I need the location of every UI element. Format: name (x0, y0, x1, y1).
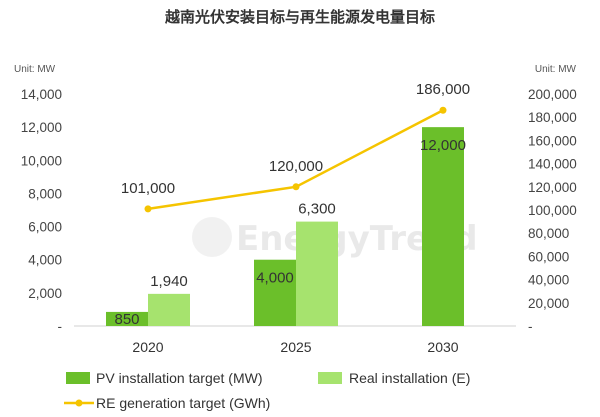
data-label-real-installation: 1,940 (150, 273, 188, 290)
legend-swatch-real-installation (318, 372, 342, 384)
x-axis-tick-label: 2030 (427, 339, 458, 355)
left-axis-tick-label: 12,000 (21, 120, 62, 135)
re-generation-point (292, 183, 300, 191)
right-axis-tick-label: 120,000 (528, 180, 577, 195)
legend-item-real-installation: Real installation (E) (318, 370, 470, 386)
bar-real-installation (148, 293, 190, 326)
legend-item-re-generation: RE generation target (GWh) (64, 395, 270, 411)
bar-pv-target (422, 127, 464, 327)
chart-title: 越南光伏安装目标与再生能源发电量目标 (164, 8, 435, 26)
right-axis-tick-label: 200,000 (528, 87, 577, 102)
x-axis-tick-label: 2020 (132, 339, 163, 355)
data-label-pv-target: 4,000 (256, 270, 294, 287)
data-label-re-generation: 101,000 (121, 180, 175, 197)
bar-pv-target (106, 311, 148, 326)
legend-label-real-installation: Real installation (E) (349, 370, 470, 386)
right-axis-ticks: - 20,000 40,000 60,000 80,000 100,000 120,000 1… (528, 87, 577, 334)
left-axis-tick-label: 4,000 (28, 253, 62, 268)
left-axis-tick-label: 2,000 (28, 286, 62, 301)
right-axis-tick-label: 180,000 (528, 110, 577, 125)
left-axis-tick-label: 14,000 (21, 87, 62, 102)
right-axis-tick-label: 160,000 (528, 133, 577, 148)
legend-item-pv-target: PV installation target (MW) (66, 370, 263, 386)
left-axis-tick-label: 6,000 (28, 220, 62, 235)
right-axis-tick-label: - (528, 319, 533, 334)
re-generation-point (144, 205, 152, 213)
right-axis-tick-label: 100,000 (528, 203, 577, 218)
legend-swatch-pv-target (66, 372, 90, 384)
right-axis-tick-label: 40,000 (528, 273, 569, 288)
right-axis-tick-label: 60,000 (528, 249, 569, 264)
left-axis-tick-label: - (58, 319, 63, 334)
data-label-re-generation: 186,000 (416, 81, 470, 98)
data-label-re-generation: 120,000 (269, 158, 323, 175)
legend: PV installation target (MW) Real install… (64, 370, 470, 411)
right-axis-unit: Unit: MW (535, 64, 577, 75)
legend-label-re-generation: RE generation target (GWh) (96, 395, 270, 411)
left-axis-tick-label: 10,000 (21, 153, 62, 168)
left-axis-unit: Unit: MW (14, 64, 56, 75)
data-label-pv-target: 12,000 (420, 137, 466, 154)
left-axis-tick-label: 8,000 (28, 186, 62, 201)
right-axis-tick-label: 80,000 (528, 226, 569, 241)
data-label-pv-target: 850 (114, 311, 139, 328)
bar-real-installation (296, 221, 338, 326)
bars (106, 127, 464, 327)
right-axis-tick-label: 20,000 (528, 296, 569, 311)
category-labels: 2020 2025 2030 (132, 339, 458, 355)
data-label-real-installation: 6,300 (298, 201, 336, 218)
left-axis-ticks: - 2,000 4,000 6,000 8,000 10,000 12,000 14,000 (21, 87, 62, 334)
re-generation-line (144, 106, 447, 213)
re-generation-point (439, 106, 447, 114)
right-axis-tick-label: 140,000 (528, 157, 577, 172)
legend-marker-re-generation (75, 399, 83, 407)
x-axis-tick-label: 2025 (280, 339, 311, 355)
data-labels: 850 1,940 4,000 6,300 12,000 101,000 120,000 18… (114, 81, 470, 328)
legend-label-pv-target: PV installation target (MW) (96, 370, 263, 386)
bar-pv-target (254, 259, 296, 326)
